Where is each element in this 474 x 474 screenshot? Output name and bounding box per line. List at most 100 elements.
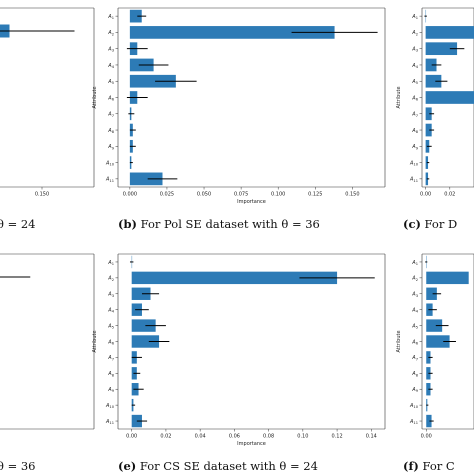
panel-top-right-partial: 0.00 0.02 A1 A2 A3 A4 A5 A6 A7 A8 A9 A10 A11 Attribut… [396, 7, 474, 198]
x-tick-label: 0.06 [229, 434, 240, 440]
x-tick-label: 0.02 [444, 192, 455, 198]
y-tick-label-a8: A8 [107, 371, 114, 377]
y-tick-label-a5: A5 [107, 79, 114, 85]
x-tick-label: 0.125 [308, 192, 322, 198]
bar-a2 [131, 271, 338, 285]
x-tick-label: 0.075 [234, 192, 248, 198]
bar-a11 [129, 172, 163, 186]
x-tick-label: 0.150 [345, 192, 359, 198]
caption-top-right-text: For D [421, 217, 457, 231]
y-tick-label-a11: A11 [105, 177, 114, 183]
x-tick-label: 0.000 [123, 192, 137, 198]
caption-top-mid-text: For Pol SE dataset with θ = 36 [137, 217, 320, 231]
y-tick-label-a1: A1 [411, 14, 418, 20]
y-tick-label-a7: A7 [411, 355, 418, 361]
x-axis-title: Importance [237, 441, 266, 447]
caption-bottom-right-prefix: (f) [403, 459, 419, 473]
y-axis-title: Attribute [396, 330, 402, 352]
y-tick-label-a6: A6 [107, 339, 114, 345]
x-tick-label: 0.150 [35, 192, 49, 198]
y-tick-label-a2: A2 [411, 276, 418, 282]
y-tick-label-a10: A10 [409, 403, 419, 409]
y-tick-label-a3: A3 [411, 46, 418, 52]
x-tick-label: 0.050 [197, 192, 211, 198]
y-tick-label-a11: A11 [409, 177, 418, 183]
y-tick-label-a8: A8 [411, 371, 418, 377]
y-tick-label-a5: A5 [411, 323, 418, 329]
bar-a6 [425, 91, 474, 104]
bar-a5 [131, 319, 156, 332]
caption-top-mid: (b) For Pol SE dataset with θ = 36 [118, 217, 320, 231]
caption-bottom-right: (f) For C [403, 459, 455, 473]
y-tick-label-a6: A6 [411, 95, 418, 101]
y-tick-label-a10: A10 [105, 160, 115, 166]
panel-bottom-left-partial: 0.080.10 [0, 253, 95, 430]
y-tick-label-a5: A5 [411, 79, 418, 85]
caption-top-right-prefix: (c) [403, 217, 421, 231]
y-tick-label-a11: A11 [105, 419, 114, 425]
bar-a3 [426, 287, 437, 300]
y-tick-label-a4: A4 [107, 63, 114, 69]
y-tick-label-a3: A3 [107, 46, 114, 52]
panel-bottom-right-partial: 0.00 A1 A2 A3 A4 A5 A6 A7 A8 A9 A10 A11 Attribute [396, 253, 474, 440]
bar-a4 [425, 58, 437, 72]
y-tick-label-a1: A1 [107, 14, 114, 20]
caption-bottom-right-text: For C [419, 459, 455, 473]
x-tick-label: 0.10 [297, 434, 308, 440]
y-tick-label-a9: A9 [107, 144, 114, 150]
x-tick-label: 0.08 [263, 434, 274, 440]
y-axis-title: Attribute [92, 86, 98, 108]
caption-bottom-mid-prefix: (e) [118, 459, 136, 473]
y-tick-label-a9: A9 [107, 387, 114, 393]
caption-top-left: θ = 24 [0, 217, 36, 231]
bar-a5 [426, 319, 443, 332]
x-tick-label: 0.12 [332, 434, 343, 440]
bar-a5 [129, 74, 176, 88]
x-axis-title: Importance [237, 199, 266, 205]
y-tick-label-a2: A2 [107, 276, 114, 282]
y-tick-label-a10: A10 [105, 403, 115, 409]
bar-a1 [129, 9, 142, 23]
x-tick-label: 0.02 [160, 434, 171, 440]
y-tick-label-a11: A11 [409, 419, 418, 425]
y-tick-label-a9: A9 [411, 387, 418, 393]
y-tick-label-a10: A10 [409, 160, 419, 166]
caption-bottom-mid-text: For CS SE dataset with θ = 24 [136, 459, 318, 473]
bar-a3 [425, 42, 458, 56]
x-tick-label: 0.14 [366, 434, 377, 440]
y-tick-label-a2: A2 [107, 30, 114, 36]
caption-top-mid-prefix: (b) [118, 217, 137, 231]
caption-bottom-left: θ = 36 [0, 459, 36, 473]
bar-a2 [425, 26, 474, 39]
y-tick-label-a8: A8 [411, 128, 418, 134]
x-tick-label: 0.04 [195, 434, 206, 440]
panel-cs-se-theta-24: 0.00 0.02 0.04 0.06 0.08 0.10 0.12 0.14 A1 A2 A3 A4… [92, 253, 386, 447]
y-tick-label-a4: A4 [411, 63, 418, 69]
y-tick-label-a6: A6 [411, 339, 418, 345]
bar-a3 [131, 287, 151, 300]
y-tick-label-a3: A3 [411, 292, 418, 298]
y-tick-label-a1: A1 [411, 260, 418, 266]
y-tick-label-a9: A9 [411, 144, 418, 150]
x-tick-label: 0.100 [271, 192, 285, 198]
bar-a6 [131, 335, 160, 348]
y-tick-label-a1: A1 [107, 260, 114, 266]
y-axis-title: Attribute [92, 330, 98, 352]
x-tick-label: 0.025 [160, 192, 174, 198]
bar-a5 [425, 74, 442, 88]
y-tick-label-a2: A2 [411, 30, 418, 36]
y-tick-label-a4: A4 [411, 307, 418, 313]
bar-a2 [129, 26, 335, 39]
y-axis-title: Attribute [396, 86, 402, 108]
bar-a6 [426, 335, 450, 348]
bar-a8 [425, 123, 432, 137]
y-tick-label-a7: A7 [107, 355, 114, 361]
x-tick-label: 0.00 [420, 192, 431, 198]
bar-a7 [425, 107, 432, 121]
y-tick-label-a7: A7 [107, 112, 114, 118]
y-tick-label-a5: A5 [107, 323, 114, 329]
bar-a11 [426, 414, 432, 428]
bar-a2 [426, 271, 469, 285]
